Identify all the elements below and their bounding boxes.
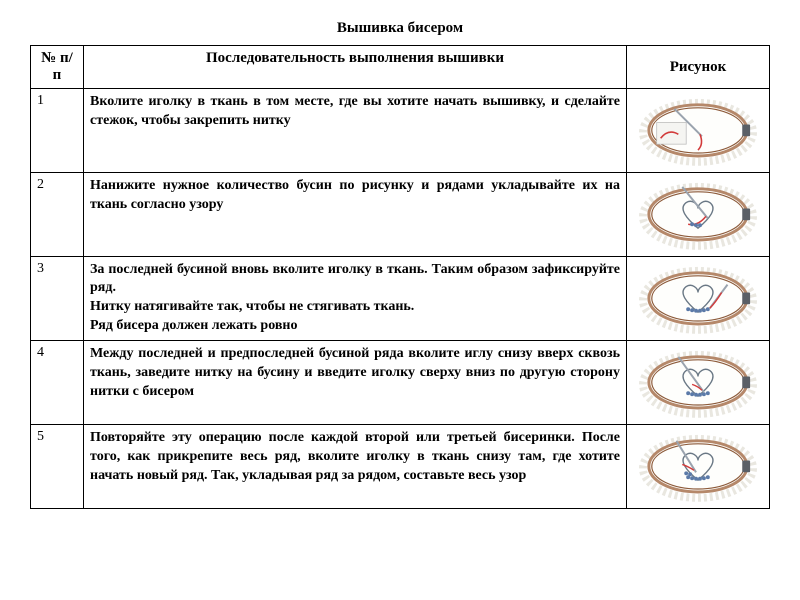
step-illustration [627,256,770,341]
step-illustration [627,341,770,425]
step-description: Повторяйте эту операцию после каждой вто… [84,424,627,508]
table-row: 1Вколите иголку в ткань в том месте, где… [31,89,770,173]
table-row: 2Нанижите нужное количество бусин по рис… [31,172,770,256]
step-number: 1 [31,89,84,173]
step-illustration [627,89,770,173]
steps-table: № п/п Последовательность выполнения выши… [30,45,770,509]
step-description: Между последней и предпоследней бусиной … [84,341,627,425]
step-number: 4 [31,341,84,425]
table-row: 5Повторяйте эту операцию после каждой вт… [31,424,770,508]
page-title: Вышивка бисером [30,20,770,37]
step-description: Нанижите нужное количество бусин по рису… [84,172,627,256]
header-img: Рисунок [627,46,770,89]
step-description: За последней бусиной вновь вколите иголк… [84,256,627,341]
table-row: 3За последней бусиной вновь вколите игол… [31,256,770,341]
step-illustration [627,172,770,256]
step-number: 5 [31,424,84,508]
header-desc: Последовательность выполнения вышивки [84,46,627,89]
table-row: 4Между последней и предпоследней бусиной… [31,341,770,425]
step-number: 3 [31,256,84,341]
step-number: 2 [31,172,84,256]
step-illustration [627,424,770,508]
step-description: Вколите иголку в ткань в том месте, где … [84,89,627,173]
header-num: № п/п [31,46,84,89]
